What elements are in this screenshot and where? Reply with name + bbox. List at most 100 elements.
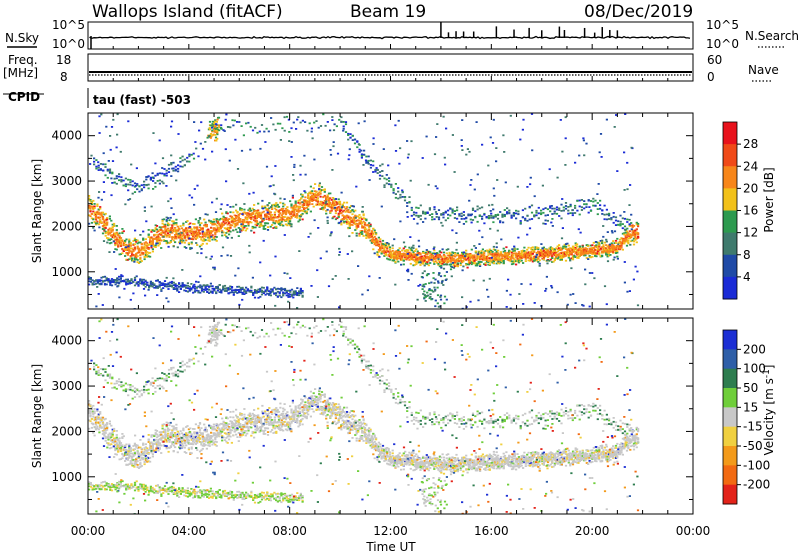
power-cell	[273, 213, 276, 216]
power-cell	[564, 202, 568, 204]
power-cell	[437, 256, 440, 259]
power-cell	[113, 236, 116, 238]
power-cell	[293, 204, 296, 207]
power-cell	[562, 251, 565, 254]
power-cell	[571, 212, 574, 215]
power-cell	[526, 219, 529, 222]
power-cell	[133, 279, 137, 281]
power-cell	[358, 219, 361, 222]
power-cell	[410, 214, 413, 217]
power-cell	[592, 250, 595, 252]
power-cell	[298, 290, 301, 293]
power-cell	[197, 233, 200, 236]
power-cell	[434, 257, 437, 259]
power-cell	[483, 257, 486, 260]
power-cell	[244, 216, 247, 219]
power-cell	[588, 254, 591, 257]
power-cell	[338, 209, 342, 212]
power-cell	[128, 243, 131, 246]
power-cell	[96, 213, 99, 215]
power-cell	[393, 251, 396, 254]
power-cell	[137, 283, 140, 286]
power-cell	[338, 221, 341, 224]
power-cell	[192, 291, 195, 294]
power-cell	[215, 224, 218, 227]
power-cell	[560, 255, 563, 257]
power-cell	[233, 219, 236, 222]
power-cell	[627, 234, 630, 236]
power-cell	[337, 212, 340, 215]
power-cell	[383, 247, 386, 249]
power-cell	[151, 241, 154, 244]
power-cell	[105, 277, 108, 280]
power-cell	[108, 217, 111, 220]
power-cell	[560, 252, 563, 255]
power-cell	[485, 259, 489, 262]
power-cell	[358, 151, 361, 153]
power-cell	[88, 222, 91, 225]
power-cell	[544, 251, 547, 254]
power-cell	[451, 258, 454, 261]
power-cell	[121, 232, 124, 234]
power-cell	[583, 207, 586, 210]
power-cell	[213, 266, 216, 269]
power-cell	[501, 253, 504, 256]
power-cell	[102, 280, 105, 283]
power-cell	[542, 250, 545, 252]
power-cell	[375, 244, 378, 247]
power-cell	[394, 252, 397, 255]
power-cell	[179, 285, 182, 288]
power-cell	[197, 155, 200, 158]
power-cell	[137, 249, 141, 251]
power-cell	[302, 199, 306, 202]
power-cell	[598, 243, 601, 246]
power-cell	[241, 219, 245, 221]
power-cell	[593, 277, 596, 280]
power-cell	[587, 245, 590, 248]
power-cell	[516, 255, 519, 258]
power-cell	[635, 231, 638, 234]
power-cell	[497, 249, 500, 252]
power-cell	[347, 278, 350, 280]
power-cell	[598, 248, 601, 251]
power-cell	[147, 255, 150, 258]
power-cell	[279, 122, 282, 125]
power-cell	[300, 209, 303, 212]
power-cell	[470, 255, 473, 258]
power-cell	[490, 216, 493, 219]
power-cell	[126, 278, 129, 281]
power-cell	[384, 253, 387, 255]
power-cell	[103, 229, 106, 232]
power-cell	[202, 284, 205, 287]
power-cell	[553, 251, 556, 254]
power-cell	[114, 242, 117, 245]
power-cell	[403, 199, 407, 202]
power-cell	[540, 213, 543, 216]
power-cell	[569, 252, 572, 255]
power-cell	[369, 159, 372, 162]
power-cell	[221, 222, 224, 225]
power-cell	[451, 229, 454, 232]
power-cell	[584, 283, 587, 286]
power-cell	[147, 236, 150, 238]
power-cell	[150, 242, 153, 244]
power-cell	[334, 208, 337, 211]
power-cell	[88, 206, 91, 208]
power-cell	[161, 167, 164, 169]
power-cell	[354, 220, 357, 223]
power-cell	[229, 211, 232, 214]
power-cell	[487, 261, 490, 263]
power-cell	[409, 258, 412, 261]
power-cell	[203, 240, 206, 242]
power-cell	[614, 252, 618, 254]
power-cell	[354, 229, 357, 231]
power-cell	[362, 213, 365, 216]
power-cell	[186, 156, 189, 159]
power-cell	[492, 221, 495, 224]
power-cell	[151, 248, 154, 251]
power-cell	[264, 224, 267, 227]
power-cell	[322, 113, 325, 116]
power-cell	[420, 262, 423, 265]
power-cell	[585, 244, 588, 246]
power-cell	[309, 199, 312, 202]
